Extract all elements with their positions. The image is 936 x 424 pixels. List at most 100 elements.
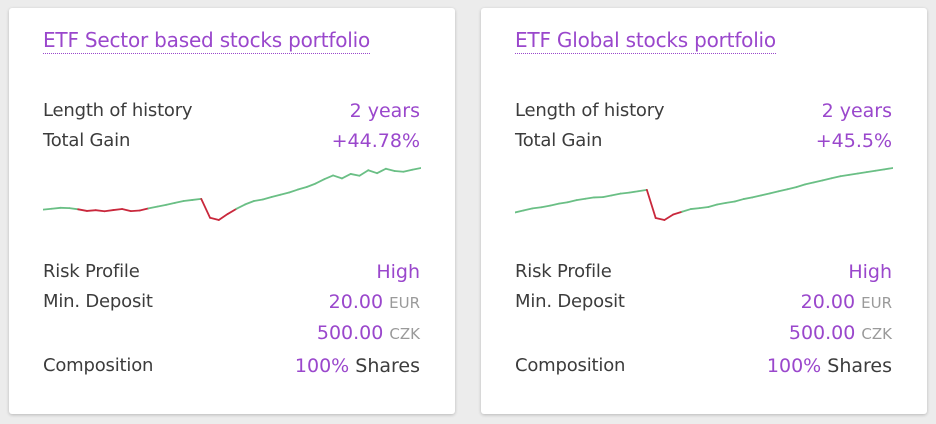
sparkline-segment: [165, 202, 176, 206]
sparkline-segment: [742, 196, 754, 200]
sparkline-segment: [602, 194, 613, 199]
sparkline-segment: [358, 169, 370, 177]
sparkline-segment: [217, 213, 229, 221]
sparkline-segment: [200, 198, 211, 219]
sparkline-segment: [698, 206, 710, 209]
sparkline-segment: [549, 202, 560, 207]
sparkline-segment: [112, 208, 124, 211]
sparkline-segment: [725, 200, 736, 204]
sparkline-segment: [619, 191, 631, 195]
sparkline-segment: [367, 169, 378, 175]
portfolio-card-global[interactable]: ETF Global stocks portfolio Length of hi…: [481, 8, 927, 414]
sparkline-segment: [130, 209, 141, 212]
composition-row: Composition 100% Shares: [515, 355, 892, 381]
history-row: Length of history 2 years: [515, 100, 892, 126]
sparkline-segment: [209, 216, 220, 221]
sparkline-segment: [77, 208, 88, 212]
composition-value: 100% Shares: [295, 355, 420, 377]
composition-type: Shares: [355, 355, 420, 377]
sparkline-segment: [340, 173, 352, 180]
sparkline-segment: [349, 173, 361, 177]
composition-label: Composition: [515, 355, 626, 376]
sparkline-segment: [531, 206, 543, 210]
gain-row: Total Gain +45.5%: [515, 130, 892, 156]
deposit-label: Min. Deposit: [43, 291, 153, 312]
gain-row: Total Gain +44.78%: [43, 130, 420, 156]
composition-type: Shares: [827, 355, 892, 377]
sparkline-segment: [147, 205, 159, 210]
sparkline-segment: [305, 182, 317, 188]
sparkline-segment: [332, 174, 343, 180]
sparkline-segment: [681, 208, 692, 213]
sparkline-segment: [707, 203, 719, 208]
sparkline-segment: [411, 167, 421, 171]
sparkline-segment: [584, 196, 596, 200]
composition-percent: 100%: [766, 355, 822, 377]
sparkline-segment: [279, 191, 291, 196]
sparkline-segment: [769, 190, 780, 195]
gain-value: +45.5%: [815, 130, 892, 152]
sparkline-segment: [103, 209, 115, 213]
composition-percent: 100%: [294, 355, 350, 377]
sparkline-segment: [384, 167, 396, 172]
risk-label: Risk Profile: [515, 261, 612, 282]
sparkline-segment: [323, 174, 334, 181]
sparkline-segment: [191, 198, 203, 201]
composition-row: Composition 100% Shares: [43, 355, 420, 381]
sparkline-segment: [558, 201, 569, 205]
sparkline-segment: [672, 210, 683, 216]
deposit-czk-amount: 500.00: [788, 322, 856, 344]
sparkline-segment: [689, 207, 701, 210]
sparkline-segment: [68, 207, 80, 211]
deposit-czk-row: 500.00 CZK: [515, 322, 892, 348]
risk-row: Risk Profile High: [515, 261, 892, 287]
sparkline-segment: [839, 173, 850, 178]
performance-sparkline: [515, 167, 893, 221]
sparkline-segment: [515, 209, 525, 214]
sparkline-segment: [288, 188, 299, 194]
sparkline-segment: [812, 179, 824, 184]
sparkline-segment: [786, 186, 798, 191]
sparkline-segment: [138, 207, 150, 212]
sparkline-segment: [244, 200, 255, 206]
sparkline-segment: [760, 192, 771, 197]
composition-value: 100% Shares: [767, 355, 892, 377]
deposit-czk-value: 500.00 CZK: [317, 322, 420, 344]
portfolio-title-link[interactable]: ETF Sector based stocks portfolio: [43, 28, 370, 54]
sparkline-segment: [261, 196, 273, 201]
deposit-czk-row: 500.00 CZK: [43, 322, 420, 348]
sparkline-segment: [804, 181, 815, 186]
risk-value: High: [376, 261, 420, 283]
sparkline-segment: [540, 204, 552, 209]
portfolio-card-sector[interactable]: ETF Sector based stocks portfolio Length…: [9, 8, 455, 414]
risk-row: Risk Profile High: [43, 261, 420, 287]
sparkline-segment: [575, 197, 587, 202]
sparkline-segment: [270, 193, 282, 198]
sparkline-segment: [610, 192, 622, 197]
sparkline-segment: [297, 186, 308, 191]
history-label: Length of history: [515, 100, 665, 121]
sparkline-segment: [716, 201, 727, 206]
sparkline-segment: [376, 167, 387, 175]
portfolio-title-link[interactable]: ETF Global stocks portfolio: [515, 28, 776, 54]
deposit-eur-amount: 20.00: [328, 291, 384, 313]
sparkline-segment: [751, 194, 763, 199]
sparkline-segment: [121, 208, 132, 212]
sparkline-segment: [156, 203, 167, 208]
sparkline-segment: [645, 188, 657, 219]
sparkline-segment: [637, 188, 648, 193]
sparkline-segment: [402, 168, 414, 173]
sparkline-segment: [865, 169, 877, 174]
sparkline-segment: [235, 203, 247, 210]
risk-label: Risk Profile: [43, 261, 140, 282]
sparkline-segment: [43, 207, 53, 211]
sparkline-segment: [874, 168, 886, 172]
sparkline-segment: [654, 217, 666, 221]
risk-value: High: [848, 261, 892, 283]
history-value: 2 years: [821, 100, 892, 122]
composition-label: Composition: [43, 355, 154, 376]
performance-sparkline: [43, 167, 421, 221]
sparkline-segment: [226, 207, 238, 215]
sparkline-segment: [883, 167, 893, 171]
history-row: Length of history 2 years: [43, 100, 420, 126]
